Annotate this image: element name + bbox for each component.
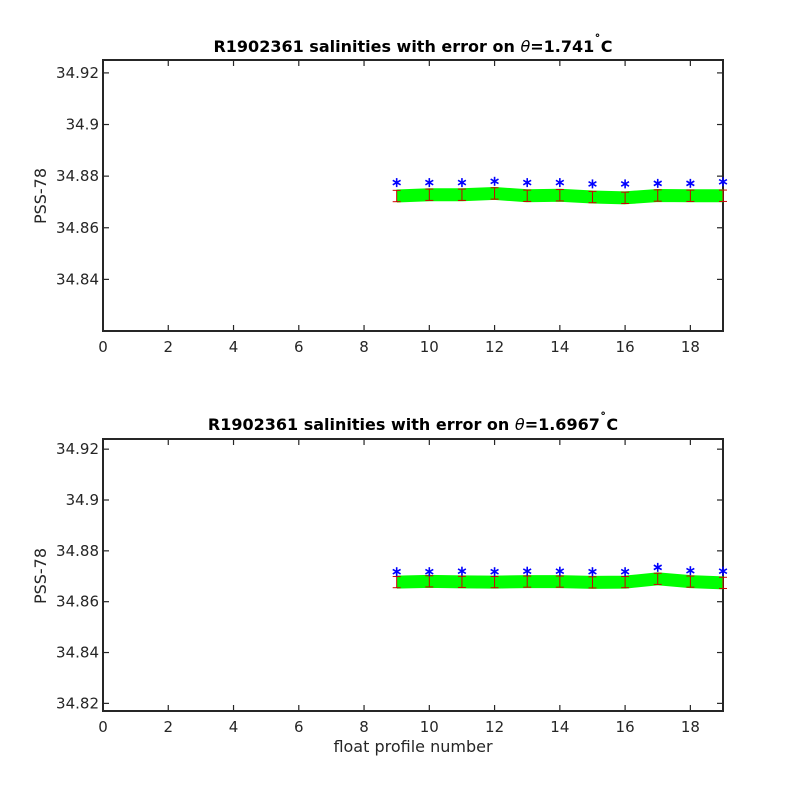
asterisk-stroke xyxy=(620,180,630,187)
float-salinity-point xyxy=(686,566,695,576)
x-tick-label: 6 xyxy=(294,338,304,356)
x-tick-label: 2 xyxy=(163,718,173,736)
float-salinity-point xyxy=(588,179,597,189)
float-salinity-point xyxy=(457,566,467,576)
asterisk-stroke xyxy=(588,568,597,575)
y-tick-label: 34.92 xyxy=(56,440,99,458)
y-tick-label: 34.84 xyxy=(56,270,99,288)
float-salinity-point xyxy=(653,562,663,572)
float-salinity-point xyxy=(718,566,728,576)
y-axis-label: PSS-78 xyxy=(31,548,50,604)
asterisk-stroke xyxy=(457,568,467,575)
x-tick-label: 14 xyxy=(550,338,569,356)
x-tick-label: 14 xyxy=(550,718,569,736)
x-tick-label: 4 xyxy=(229,338,239,356)
float-salinity-point xyxy=(425,567,434,577)
x-tick-label: 10 xyxy=(420,338,439,356)
asterisk-stroke xyxy=(425,179,434,186)
y-tick-label: 34.86 xyxy=(56,593,99,611)
asterisk-stroke xyxy=(425,568,434,575)
x-tick-label: 16 xyxy=(616,718,635,736)
asterisk-stroke xyxy=(686,567,695,574)
asterisk-stroke xyxy=(522,179,532,186)
x-axis-label: float profile number xyxy=(333,737,493,756)
x-tick-label: 0 xyxy=(98,338,108,356)
asterisk-stroke xyxy=(490,178,499,185)
asterisk-stroke xyxy=(620,568,630,575)
asterisk-stroke xyxy=(392,568,401,575)
x-tick-label: 18 xyxy=(681,718,700,736)
y-axis-label: PSS-78 xyxy=(31,168,50,224)
float-salinity-point xyxy=(522,566,532,576)
x-tick-label: 10 xyxy=(420,718,439,736)
float-salinity-point xyxy=(588,567,597,577)
x-tick-label: 16 xyxy=(616,338,635,356)
asterisk-stroke xyxy=(457,179,467,186)
y-tick-label: 34.88 xyxy=(56,542,99,560)
y-tick-label: 34.88 xyxy=(56,167,99,185)
float-salinity-point xyxy=(555,178,565,188)
asterisk-stroke xyxy=(718,178,728,185)
asterisk-stroke xyxy=(653,564,663,571)
plot-title: R1902361 salinities with error on θ=1.74… xyxy=(213,33,612,56)
x-tick-label: 8 xyxy=(359,718,369,736)
float-salinity-point xyxy=(522,178,532,188)
float-salinity-point xyxy=(620,567,630,577)
subplot-top: R1902361 salinities with error on θ=1.74… xyxy=(31,33,728,356)
y-tick-label: 34.92 xyxy=(56,64,99,82)
float-salinity-point xyxy=(457,178,467,188)
float-salinity-point xyxy=(490,567,499,577)
float-salinity-point xyxy=(425,178,434,188)
x-tick-label: 4 xyxy=(229,718,239,736)
x-tick-label: 18 xyxy=(681,338,700,356)
float-salinity-point xyxy=(392,178,401,188)
plot-title: R1902361 salinities with error on θ=1.69… xyxy=(208,411,618,434)
asterisk-stroke xyxy=(718,568,728,575)
asterisk-stroke xyxy=(522,568,532,575)
y-tick-label: 34.82 xyxy=(56,694,99,712)
y-tick-label: 34.84 xyxy=(56,644,99,662)
float-salinity-point xyxy=(392,567,401,577)
x-tick-label: 0 xyxy=(98,718,108,736)
float-salinity-point xyxy=(653,178,663,188)
asterisk-stroke xyxy=(392,179,401,186)
y-tick-label: 34.9 xyxy=(66,491,99,509)
asterisk-stroke xyxy=(555,179,565,186)
float-salinity-point xyxy=(718,177,728,187)
x-tick-label: 2 xyxy=(163,338,173,356)
asterisk-stroke xyxy=(686,180,695,187)
asterisk-stroke xyxy=(555,568,565,575)
subplot-bottom: R1902361 salinities with error on θ=1.69… xyxy=(31,411,728,756)
x-tick-label: 12 xyxy=(485,718,504,736)
y-tick-label: 34.9 xyxy=(66,116,99,134)
x-tick-label: 6 xyxy=(294,718,304,736)
float-salinity-point xyxy=(620,179,630,189)
float-salinity-point xyxy=(555,566,565,576)
asterisk-stroke xyxy=(653,180,663,187)
y-tick-label: 34.86 xyxy=(56,219,99,237)
asterisk-stroke xyxy=(490,568,499,575)
float-salinity-point xyxy=(490,176,499,186)
asterisk-stroke xyxy=(588,180,597,187)
x-tick-label: 8 xyxy=(359,338,369,356)
x-tick-label: 12 xyxy=(485,338,504,356)
float-salinity-point xyxy=(686,178,695,188)
